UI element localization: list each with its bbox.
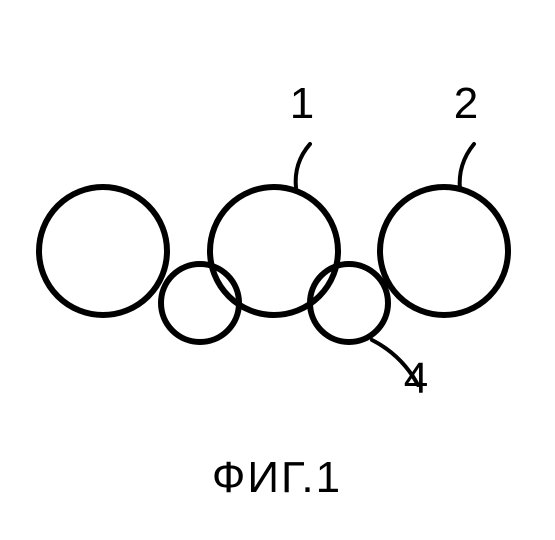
figure-caption: ФИГ.1 [212, 453, 342, 503]
label-4: 4 [404, 354, 428, 404]
label-1: 1 [290, 79, 314, 129]
circle-large-left [36, 184, 170, 318]
figure-canvas: 1 2 4 ФИГ.1 [0, 0, 555, 540]
circle-small-right [307, 261, 391, 345]
label-2: 2 [454, 79, 478, 129]
circle-large-right [377, 184, 511, 318]
